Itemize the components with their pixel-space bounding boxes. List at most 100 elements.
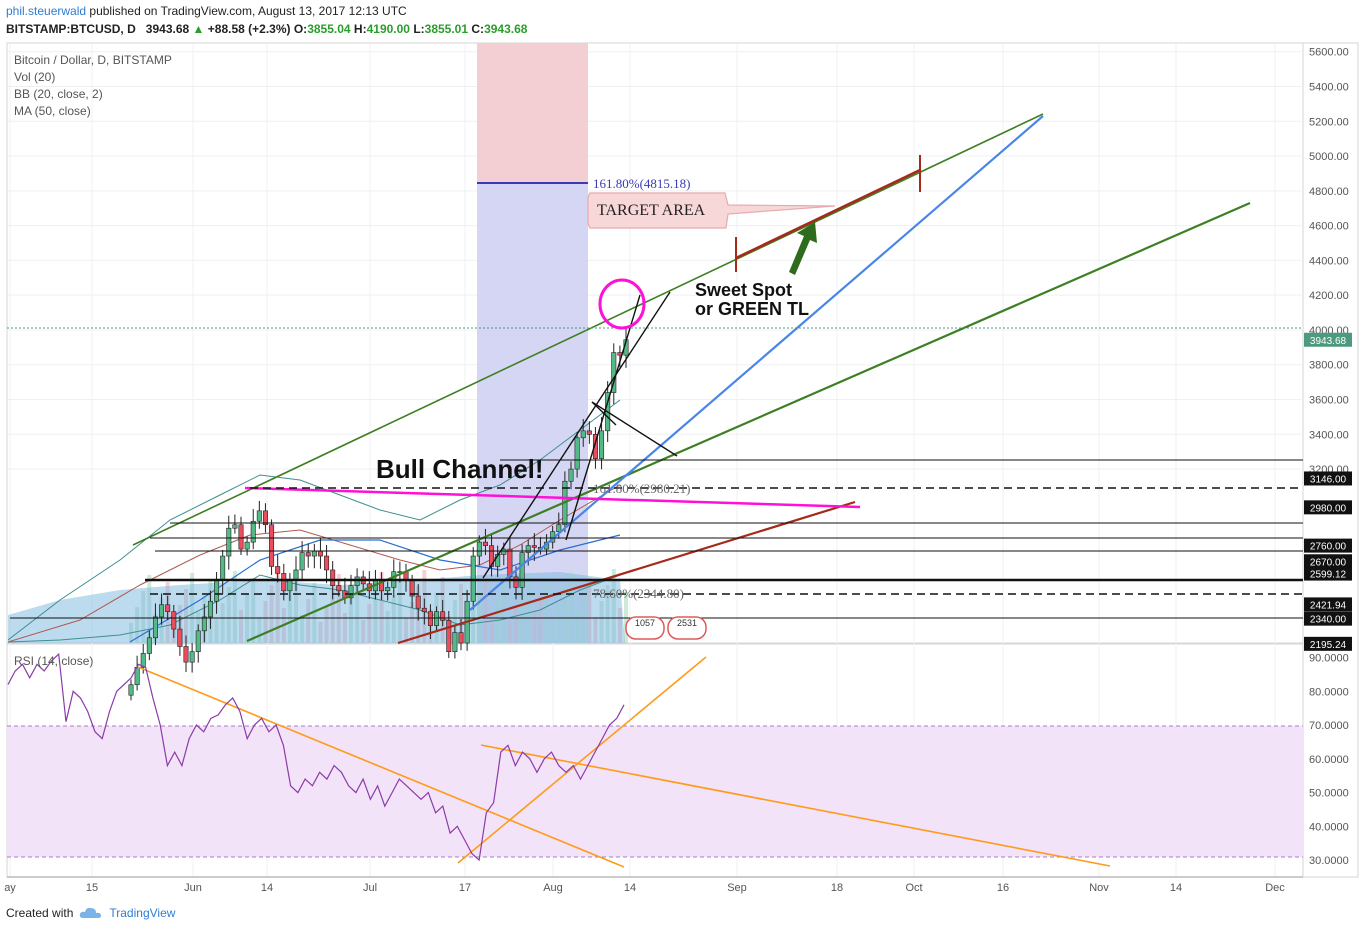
event-badge-2-text: 2531 — [677, 618, 697, 628]
candle-body — [452, 632, 458, 652]
candle-body — [281, 573, 287, 592]
time-axis-label: Jul — [363, 882, 377, 894]
event-badge-1-text: 1057 — [635, 618, 655, 628]
candle-body — [226, 527, 232, 557]
time-axis-label: Aug — [543, 882, 563, 894]
trendlines — [7, 113, 1303, 645]
candle-body — [330, 569, 336, 586]
rsi-axis-label: 40.0000 — [1309, 821, 1349, 833]
price-tag — [1304, 566, 1352, 581]
legend-title: Bitcoin / Dollar, D, BITSTAMP — [14, 53, 172, 67]
time-axis-label: 14 — [624, 882, 636, 894]
price-tag-label: 3943.68 — [1310, 336, 1347, 347]
candle-body — [324, 555, 330, 571]
price-tag-label: 2421.94 — [1310, 600, 1347, 611]
time-axis-label: 16 — [997, 882, 1009, 894]
time-axis-label: 17 — [459, 882, 471, 894]
price-axis-label: 4600.00 — [1309, 221, 1349, 233]
price-tag — [1304, 332, 1352, 347]
time-axis-label: Sep — [727, 882, 747, 894]
event-badge-1[interactable]: 1057 — [625, 616, 665, 640]
candle-body — [489, 545, 495, 567]
price-tag — [1304, 611, 1352, 626]
candle-body — [207, 600, 213, 618]
time-axis-label: Oct — [905, 882, 922, 894]
candlestick-series — [128, 326, 629, 701]
last-price: 3943.68 — [145, 22, 190, 36]
candle-body — [317, 550, 323, 557]
candle-body — [476, 541, 482, 557]
price-tag — [1304, 636, 1352, 651]
price-tag — [1304, 597, 1352, 612]
candle-body — [599, 430, 605, 459]
time-axis-label: 14 — [1170, 882, 1182, 894]
bull-channel-label: Bull Channel! — [376, 454, 544, 484]
price-axis-label: 4400.00 — [1309, 255, 1349, 267]
fib-mid-label: 161.80%(2980.21) — [593, 481, 691, 496]
candle-body — [354, 576, 360, 586]
event-badge-2[interactable]: 2531 — [667, 616, 707, 640]
price-tag-label: 2670.00 — [1310, 557, 1347, 568]
time-axis-label: 18 — [831, 882, 843, 894]
price-tag-label: 2760.00 — [1310, 542, 1347, 553]
candle-body — [568, 468, 574, 482]
rsi-pane — [7, 652, 1303, 868]
candle-body — [195, 630, 201, 652]
author-link[interactable]: phil.steuerwald — [6, 4, 87, 18]
candle-body — [580, 430, 586, 439]
candle-body — [287, 580, 293, 592]
candle-body — [574, 437, 580, 470]
pitchfork-4 — [591, 401, 617, 426]
candle-body — [165, 604, 171, 612]
target-area-label: TARGET AREA — [597, 202, 706, 219]
symbol-label[interactable]: BITSTAMP:BTCUSD, D — [6, 22, 136, 36]
candle-body — [177, 628, 183, 647]
candle-body — [336, 585, 342, 592]
candle-body — [556, 524, 562, 532]
price-axis-label: 4800.00 — [1309, 186, 1349, 198]
legend-ma: MA (50, close) — [14, 104, 91, 118]
candle-body — [434, 611, 440, 626]
rsi-axis-label: 80.0000 — [1309, 686, 1349, 698]
candle-body — [586, 430, 592, 435]
rsi-axis-label: 70.0000 — [1309, 720, 1349, 732]
open-value: 3855.04 — [307, 22, 351, 36]
candle-body — [348, 585, 354, 599]
pitchfork-1 — [482, 291, 671, 579]
candle-body — [385, 587, 391, 592]
candle-body — [256, 510, 262, 522]
candle-body — [592, 434, 598, 459]
rsi-axis[interactable]: 90.0000 80.0000 70.0000 60.0000 50.0000 40.00… — [1309, 653, 1349, 868]
footer: Created with TradingView — [6, 906, 175, 920]
sweet-spot-label: Sweet Spot — [695, 280, 792, 300]
candle-body — [482, 541, 488, 546]
fib-low-label: 78.60%(2344.80) — [593, 586, 684, 601]
candle-body — [427, 611, 433, 626]
published-text: published on TradingView.com, August 13,… — [89, 4, 407, 18]
blue-trendline — [469, 115, 1044, 611]
candle-body — [440, 611, 446, 621]
price-axis-label: 5000.00 — [1309, 151, 1349, 163]
quote-header: BITSTAMP:BTCUSD, D 3943.68 ▲ +88.58 (+2.… — [6, 22, 527, 36]
rsi-axis-label: 30.0000 — [1309, 855, 1349, 867]
low-value: 3855.01 — [424, 22, 469, 36]
time-axis-label: ay — [4, 882, 16, 894]
time-axis[interactable]: ay 15 Jun 14 Jul 17 Aug 14 Sep 18 Oct 16 Nov 14 Dec — [4, 876, 1303, 894]
fib-top-label: 161.80%(4815.18) — [593, 176, 691, 191]
candle-body — [152, 616, 158, 639]
candle-body — [262, 510, 268, 526]
open-label: O: — [293, 22, 308, 36]
time-axis-label: Dec — [1265, 882, 1285, 894]
time-axis-label: Nov — [1089, 882, 1109, 894]
candle-body — [501, 548, 507, 555]
candle-body — [220, 555, 226, 581]
price-axis-label: 4200.00 — [1309, 290, 1349, 302]
candle-body — [513, 576, 519, 588]
price-tag-label: 2980.00 — [1310, 503, 1347, 514]
tradingview-brand-link[interactable]: TradingView — [109, 906, 176, 920]
pitchfork-3 — [591, 401, 678, 457]
candle-body — [525, 545, 531, 553]
time-axis-label: 14 — [261, 882, 273, 894]
rsi-axis-label: 50.0000 — [1309, 788, 1349, 800]
